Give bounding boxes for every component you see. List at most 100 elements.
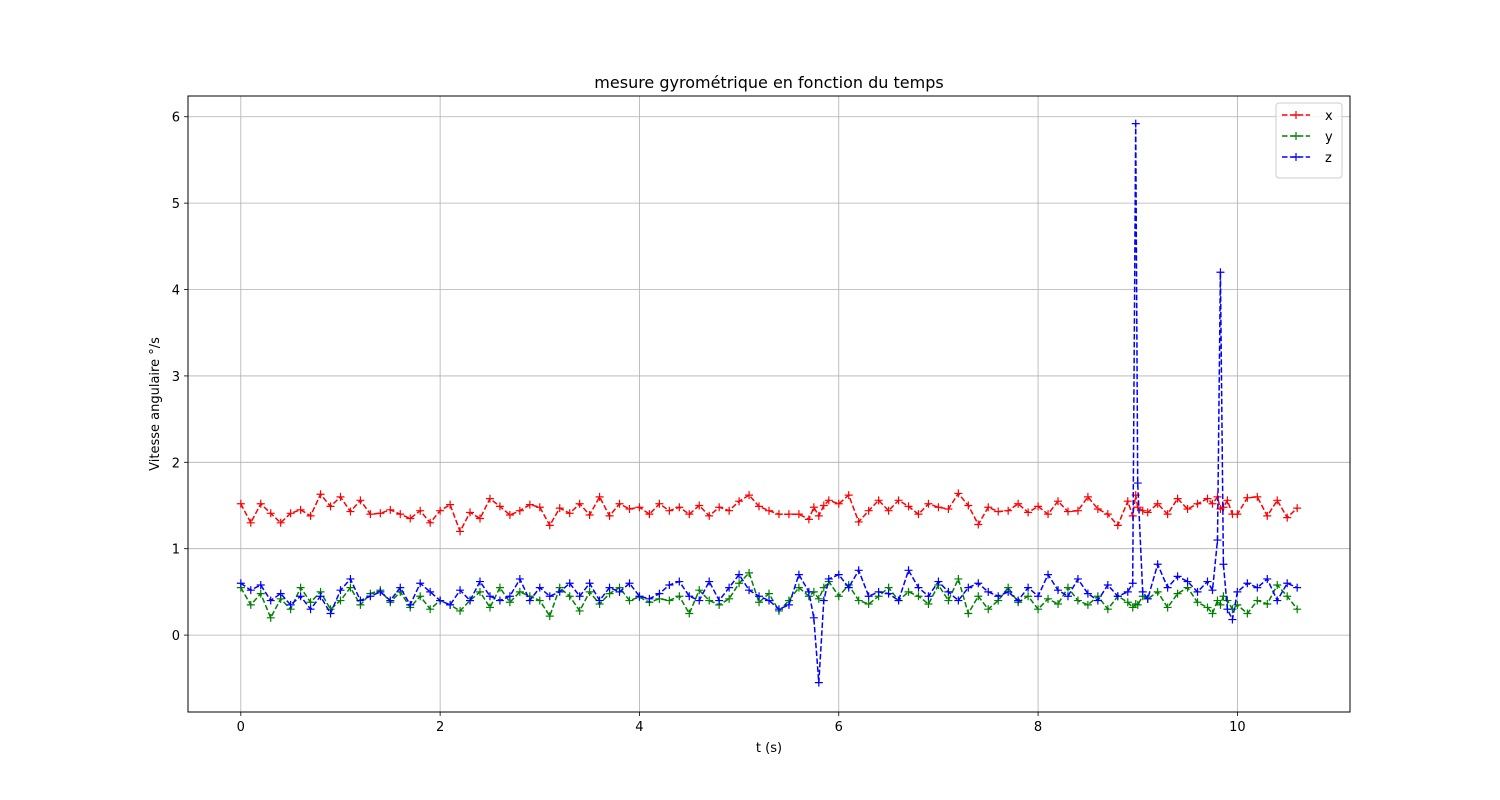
series-y-point: [854, 596, 863, 605]
series-z-point: [1093, 596, 1102, 605]
series-x-point: [745, 491, 754, 500]
series-x-point: [904, 502, 913, 511]
series-z-point: [595, 596, 604, 605]
series-z-point: [675, 577, 684, 586]
x-tick-label: 10: [1229, 720, 1246, 735]
series-x-point: [934, 503, 943, 512]
series-z-point: [515, 574, 524, 583]
series-z-point: [1208, 586, 1217, 595]
series-x-point: [396, 510, 405, 519]
series-x-point: [485, 494, 494, 503]
series-z-point: [834, 570, 843, 579]
series-x-point: [715, 503, 724, 512]
series-x-point: [824, 496, 833, 505]
series-x-point: [854, 517, 863, 526]
series-x-point: [984, 503, 993, 512]
series-z-point: [1219, 560, 1228, 569]
plot-frame: [187, 95, 1351, 713]
y-tick-label: 5: [172, 197, 180, 212]
series-y-point: [1203, 603, 1212, 612]
series-z-point: [755, 592, 764, 601]
series-y-point: [1103, 605, 1112, 614]
series-x-point: [765, 506, 773, 515]
series-z: [236, 119, 1302, 687]
series-x-point: [964, 501, 973, 510]
series-y-point: [485, 603, 494, 612]
series-z-point: [1024, 583, 1033, 592]
series-y-point: [1208, 609, 1217, 618]
series-x-point: [1208, 499, 1217, 508]
series-z-point: [366, 592, 375, 601]
series-z-point: [286, 600, 295, 609]
series-y-point: [705, 596, 714, 605]
series-y-point: [1216, 600, 1225, 609]
series-y-point: [416, 592, 425, 601]
series-y-point: [545, 612, 554, 621]
series-x-point: [1243, 493, 1252, 502]
series-z-point: [685, 592, 694, 601]
series-z-point: [794, 570, 803, 579]
x-tick-label: 6: [835, 720, 843, 735]
series-z-point: [346, 574, 355, 583]
series-y-point: [1263, 600, 1272, 609]
series-x-point: [944, 504, 953, 513]
legend-marker: [1292, 111, 1300, 119]
series-z-point: [1216, 268, 1225, 277]
series-x-point: [1153, 499, 1162, 508]
series-z-point: [1138, 587, 1147, 596]
series-z-point: [944, 587, 953, 596]
series-z-point: [545, 592, 554, 601]
series-x-point: [1143, 508, 1152, 517]
series-x-point: [515, 506, 524, 515]
series-x-point: [705, 511, 714, 520]
series-y-point: [1173, 589, 1182, 598]
series-z-point: [854, 566, 863, 575]
series-z-point: [1128, 579, 1137, 588]
series-x-point: [286, 509, 295, 518]
series-x-point: [545, 521, 554, 530]
series-y-point: [814, 594, 823, 603]
series-z-point: [1228, 615, 1237, 624]
series-y-point: [456, 606, 465, 615]
series-z-point: [814, 678, 823, 687]
series-z-point: [1131, 119, 1140, 128]
series-x-point: [1014, 499, 1023, 508]
y-tick-label: 3: [172, 370, 180, 385]
series-z-point: [1044, 570, 1053, 579]
series-x-point: [296, 505, 305, 514]
series-z-point: [1233, 587, 1242, 596]
series-z-point: [446, 600, 455, 609]
series-z-point: [1113, 592, 1122, 601]
series-x-point: [266, 509, 275, 518]
series-y-point: [495, 583, 504, 592]
series-y-point: [904, 587, 913, 596]
series-x-point: [1193, 499, 1202, 508]
series-y-point: [625, 596, 634, 605]
series-z-point: [416, 579, 425, 588]
grid: [188, 96, 1350, 712]
series-z-point: [1103, 580, 1112, 589]
series-z-point: [306, 605, 315, 614]
series-z-point: [426, 587, 435, 596]
series-x-point: [406, 514, 415, 523]
series-z-point: [605, 583, 614, 592]
series-z-point: [336, 586, 345, 595]
series-z-point: [1203, 577, 1212, 586]
legend-item-x: x: [1282, 109, 1333, 124]
series-y: [236, 568, 1302, 622]
series-z-point: [864, 592, 873, 601]
series-z-point: [819, 596, 828, 605]
series-x-point: [735, 497, 744, 506]
series-z-point: [535, 583, 544, 592]
series-y-point: [944, 596, 953, 605]
series-x-point: [555, 504, 564, 513]
series-z-point: [615, 587, 624, 596]
x-tick-label: 8: [1034, 720, 1042, 735]
series-y-point: [1273, 580, 1282, 589]
series-z-point: [1223, 605, 1232, 614]
series-z-point: [1243, 579, 1252, 588]
series-z-point: [1193, 587, 1202, 596]
series-z-point: [894, 596, 903, 605]
series-z-point: [1213, 536, 1222, 545]
series-x-point: [1113, 521, 1122, 530]
